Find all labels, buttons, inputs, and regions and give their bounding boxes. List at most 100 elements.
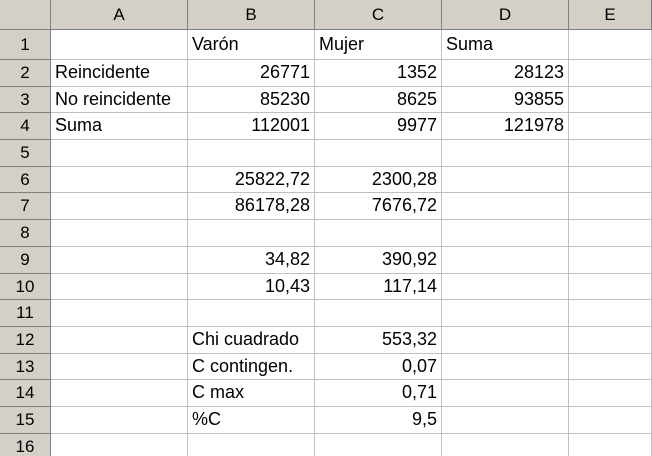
cell-b10[interactable]: 10,43 bbox=[188, 273, 315, 301]
cell-e12[interactable] bbox=[569, 326, 652, 354]
row-header-8[interactable]: 8 bbox=[0, 220, 51, 247]
cell-e5[interactable] bbox=[569, 140, 652, 167]
cell-a16[interactable] bbox=[51, 433, 188, 456]
cell-a15[interactable] bbox=[51, 406, 188, 434]
cell-d5[interactable] bbox=[442, 140, 569, 167]
cell-c12[interactable]: 553,32 bbox=[315, 326, 442, 354]
cell-a4[interactable]: Suma bbox=[51, 113, 188, 141]
row-header-5[interactable]: 5 bbox=[0, 140, 51, 167]
cell-a1[interactable] bbox=[51, 30, 188, 60]
cell-a12[interactable] bbox=[51, 326, 188, 354]
column-header-a[interactable]: A bbox=[51, 0, 188, 30]
cell-e1[interactable] bbox=[569, 30, 652, 60]
cell-c5[interactable] bbox=[315, 140, 442, 167]
row-header-10[interactable]: 10 bbox=[0, 273, 51, 301]
cell-c1[interactable]: Mujer bbox=[315, 30, 442, 60]
cell-b11[interactable] bbox=[188, 300, 315, 327]
cell-d10[interactable] bbox=[442, 273, 569, 301]
row-header-15[interactable]: 15 bbox=[0, 406, 51, 434]
cell-d9[interactable] bbox=[442, 246, 569, 274]
cell-e6[interactable] bbox=[569, 166, 652, 194]
cell-c16[interactable] bbox=[315, 433, 442, 456]
cell-b16[interactable] bbox=[188, 433, 315, 456]
cell-e11[interactable] bbox=[569, 300, 652, 327]
cell-a5[interactable] bbox=[51, 140, 188, 167]
cell-a7[interactable] bbox=[51, 193, 188, 221]
cell-e7[interactable] bbox=[569, 193, 652, 221]
cell-c3[interactable]: 8625 bbox=[315, 86, 442, 114]
cell-d11[interactable] bbox=[442, 300, 569, 327]
cell-c9[interactable]: 390,92 bbox=[315, 246, 442, 274]
cell-e3[interactable] bbox=[569, 86, 652, 114]
cell-d15[interactable] bbox=[442, 406, 569, 434]
row-header-11[interactable]: 11 bbox=[0, 300, 51, 327]
cell-e14[interactable] bbox=[569, 380, 652, 407]
row-header-1[interactable]: 1 bbox=[0, 30, 51, 60]
column-header-d[interactable]: D bbox=[442, 0, 569, 30]
column-header-c[interactable]: C bbox=[315, 0, 442, 30]
row-header-13[interactable]: 13 bbox=[0, 353, 51, 381]
row-header-6[interactable]: 6 bbox=[0, 166, 51, 194]
column-header-b[interactable]: B bbox=[188, 0, 315, 30]
cell-a3[interactable]: No reincidente bbox=[51, 86, 188, 114]
cell-d7[interactable] bbox=[442, 193, 569, 221]
cell-c15[interactable]: 9,5 bbox=[315, 406, 442, 434]
cell-b13[interactable]: C contingen. bbox=[188, 353, 315, 381]
cell-d8[interactable] bbox=[442, 220, 569, 247]
cell-d14[interactable] bbox=[442, 380, 569, 407]
row-header-14[interactable]: 14 bbox=[0, 380, 51, 407]
select-all-corner[interactable] bbox=[0, 0, 51, 30]
cell-b1[interactable]: Varón bbox=[188, 30, 315, 60]
cell-e16[interactable] bbox=[569, 433, 652, 456]
cell-b2[interactable]: 26771 bbox=[188, 60, 315, 87]
cell-a14[interactable] bbox=[51, 380, 188, 407]
cell-b5[interactable] bbox=[188, 140, 315, 167]
cell-e8[interactable] bbox=[569, 220, 652, 247]
cell-c7[interactable]: 7676,72 bbox=[315, 193, 442, 221]
cell-c10[interactable]: 117,14 bbox=[315, 273, 442, 301]
cell-c13[interactable]: 0,07 bbox=[315, 353, 442, 381]
cell-e10[interactable] bbox=[569, 273, 652, 301]
cell-a2[interactable]: Reincidente bbox=[51, 60, 188, 87]
cell-d1[interactable]: Suma bbox=[442, 30, 569, 60]
column-header-e[interactable]: E bbox=[569, 0, 652, 30]
cell-e9[interactable] bbox=[569, 246, 652, 274]
cell-a6[interactable] bbox=[51, 166, 188, 194]
row-header-12[interactable]: 12 bbox=[0, 326, 51, 354]
cell-b12[interactable]: Chi cuadrado bbox=[188, 326, 315, 354]
cell-b9[interactable]: 34,82 bbox=[188, 246, 315, 274]
cell-d12[interactable] bbox=[442, 326, 569, 354]
cell-c4[interactable]: 9977 bbox=[315, 113, 442, 141]
row-header-7[interactable]: 7 bbox=[0, 193, 51, 221]
cell-d6[interactable] bbox=[442, 166, 569, 194]
cell-b7[interactable]: 86178,28 bbox=[188, 193, 315, 221]
row-header-3[interactable]: 3 bbox=[0, 86, 51, 114]
cell-c6[interactable]: 2300,28 bbox=[315, 166, 442, 194]
cell-b3[interactable]: 85230 bbox=[188, 86, 315, 114]
cell-c11[interactable] bbox=[315, 300, 442, 327]
cell-e15[interactable] bbox=[569, 406, 652, 434]
cell-d4[interactable]: 121978 bbox=[442, 113, 569, 141]
cell-c14[interactable]: 0,71 bbox=[315, 380, 442, 407]
cell-a9[interactable] bbox=[51, 246, 188, 274]
row-header-4[interactable]: 4 bbox=[0, 113, 51, 141]
cell-d13[interactable] bbox=[442, 353, 569, 381]
cell-c8[interactable] bbox=[315, 220, 442, 247]
cell-e2[interactable] bbox=[569, 60, 652, 87]
cell-b6[interactable]: 25822,72 bbox=[188, 166, 315, 194]
cell-e4[interactable] bbox=[569, 113, 652, 141]
row-header-9[interactable]: 9 bbox=[0, 246, 51, 274]
cell-a11[interactable] bbox=[51, 300, 188, 327]
cell-a10[interactable] bbox=[51, 273, 188, 301]
cell-b4[interactable]: 112001 bbox=[188, 113, 315, 141]
cell-d2[interactable]: 28123 bbox=[442, 60, 569, 87]
cell-b15[interactable]: %C bbox=[188, 406, 315, 434]
cell-b8[interactable] bbox=[188, 220, 315, 247]
cell-a13[interactable] bbox=[51, 353, 188, 381]
cell-a8[interactable] bbox=[51, 220, 188, 247]
cell-d3[interactable]: 93855 bbox=[442, 86, 569, 114]
cell-c2[interactable]: 1352 bbox=[315, 60, 442, 87]
cell-b14[interactable]: C max bbox=[188, 380, 315, 407]
row-header-2[interactable]: 2 bbox=[0, 60, 51, 87]
cell-e13[interactable] bbox=[569, 353, 652, 381]
